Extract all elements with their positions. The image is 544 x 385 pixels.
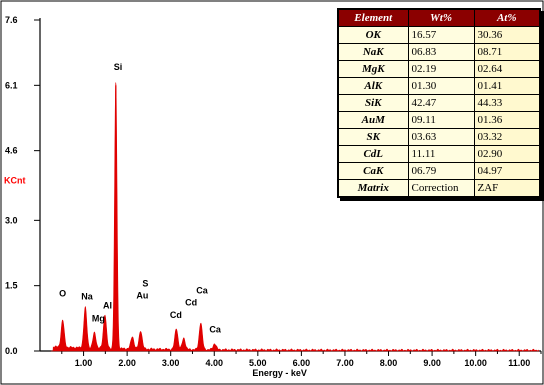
at-percent-cell: 01.41 <box>473 77 541 95</box>
at-percent-cell: 01.36 <box>473 111 541 129</box>
table-row: MgK 02.19 02.64 <box>337 60 541 78</box>
peak-label: Na <box>81 292 93 302</box>
peak-label: Cd <box>170 310 182 320</box>
x-tick-label: 3.00 <box>162 358 180 368</box>
peak-label: S <box>142 279 148 289</box>
wt-percent-cell: 11.11 <box>407 145 475 163</box>
wt-percent-cell: 06.83 <box>407 43 475 61</box>
x-tick-label: 5.00 <box>249 358 267 368</box>
at-percent-cell: 44.33 <box>473 94 541 112</box>
y-tick-label: 7.6 <box>5 15 18 25</box>
at-percent-cell: 02.64 <box>473 60 541 78</box>
table-row: Matrix Correction ZAF <box>337 179 541 198</box>
header-wt-percent: Wt% <box>407 8 475 27</box>
y-tick-label: 3.0 <box>5 215 18 225</box>
wt-percent-cell: 02.19 <box>407 60 475 78</box>
peak-label: O <box>59 289 66 299</box>
wt-percent-cell: 42.47 <box>407 94 475 112</box>
peak-label: Al <box>103 300 112 310</box>
x-tick-label: 1.00 <box>75 358 93 368</box>
wt-percent-cell: 09.11 <box>407 111 475 129</box>
element-cell: NaK <box>337 43 409 61</box>
at-percent-cell: 08.71 <box>473 43 541 61</box>
table-row: SK 03.63 03.32 <box>337 128 541 146</box>
x-tick-label: 2.00 <box>118 358 136 368</box>
element-cell: OK <box>337 26 409 44</box>
element-cell: Matrix <box>337 179 409 198</box>
peak-label: Ca <box>196 286 208 296</box>
at-percent-cell: 30.36 <box>473 26 541 44</box>
table-row: AuM 09.11 01.36 <box>337 111 541 129</box>
x-axis-label: Energy - keV <box>252 368 307 378</box>
table-row: CaK 06.79 04.97 <box>337 162 541 180</box>
x-tick-label: 7.00 <box>336 358 354 368</box>
at-percent-cell: 02.90 <box>473 145 541 163</box>
wt-percent-cell: 01.30 <box>407 77 475 95</box>
at-percent-cell: ZAF <box>473 179 541 198</box>
y-tick-label: 1.5 <box>5 281 18 291</box>
element-cell: AuM <box>337 111 409 129</box>
wt-percent-cell: 06.79 <box>407 162 475 180</box>
table-row: NaK 06.83 08.71 <box>337 43 541 61</box>
at-percent-cell: 04.97 <box>473 162 541 180</box>
element-cell: CaK <box>337 162 409 180</box>
x-tick-label: 8.00 <box>380 358 398 368</box>
element-cell: SK <box>337 128 409 146</box>
y-tick-label: 0.0 <box>5 346 18 356</box>
x-tick-label: 10.00 <box>464 358 487 368</box>
table-row: SiK 42.47 44.33 <box>337 94 541 112</box>
composition-table: Element Wt% At% OK 16.57 30.36 NaK 06.83 08.7… <box>337 8 541 198</box>
element-cell: CdL <box>337 145 409 163</box>
x-tick-label: 11.00 <box>508 358 530 368</box>
table-row: AlK 01.30 01.41 <box>337 77 541 95</box>
peak-label: Ca <box>209 324 221 334</box>
table-row: CdL 11.11 02.90 <box>337 145 541 163</box>
at-percent-cell: 03.32 <box>473 128 541 146</box>
x-tick-label: 9.00 <box>423 358 441 368</box>
element-cell: MgK <box>337 60 409 78</box>
y-axis-label: KCnt <box>4 176 26 186</box>
wt-percent-cell: Correction <box>407 179 475 198</box>
x-tick-label: 6.00 <box>293 358 311 368</box>
composition-table-panel: Element Wt% At% OK 16.57 30.36 NaK 06.83 08.7… <box>337 8 541 198</box>
peak-label: Mg <box>92 313 105 323</box>
element-cell: AlK <box>337 77 409 95</box>
peak-label: Au <box>136 291 148 301</box>
wt-percent-cell: 03.63 <box>407 128 475 146</box>
peak-label: Cd <box>185 297 197 307</box>
table-row: OK 16.57 30.36 <box>337 26 541 44</box>
spectrum-series <box>50 82 540 352</box>
table-header-row: Element Wt% At% <box>337 8 541 27</box>
peak-label: Si <box>114 62 123 72</box>
element-cell: SiK <box>337 94 409 112</box>
header-at-percent: At% <box>473 8 541 27</box>
y-tick-label: 6.1 <box>5 80 18 90</box>
header-element: Element <box>337 8 409 27</box>
wt-percent-cell: 16.57 <box>407 26 475 44</box>
x-tick-label: 4.00 <box>205 358 223 368</box>
y-tick-label: 4.6 <box>5 146 18 156</box>
